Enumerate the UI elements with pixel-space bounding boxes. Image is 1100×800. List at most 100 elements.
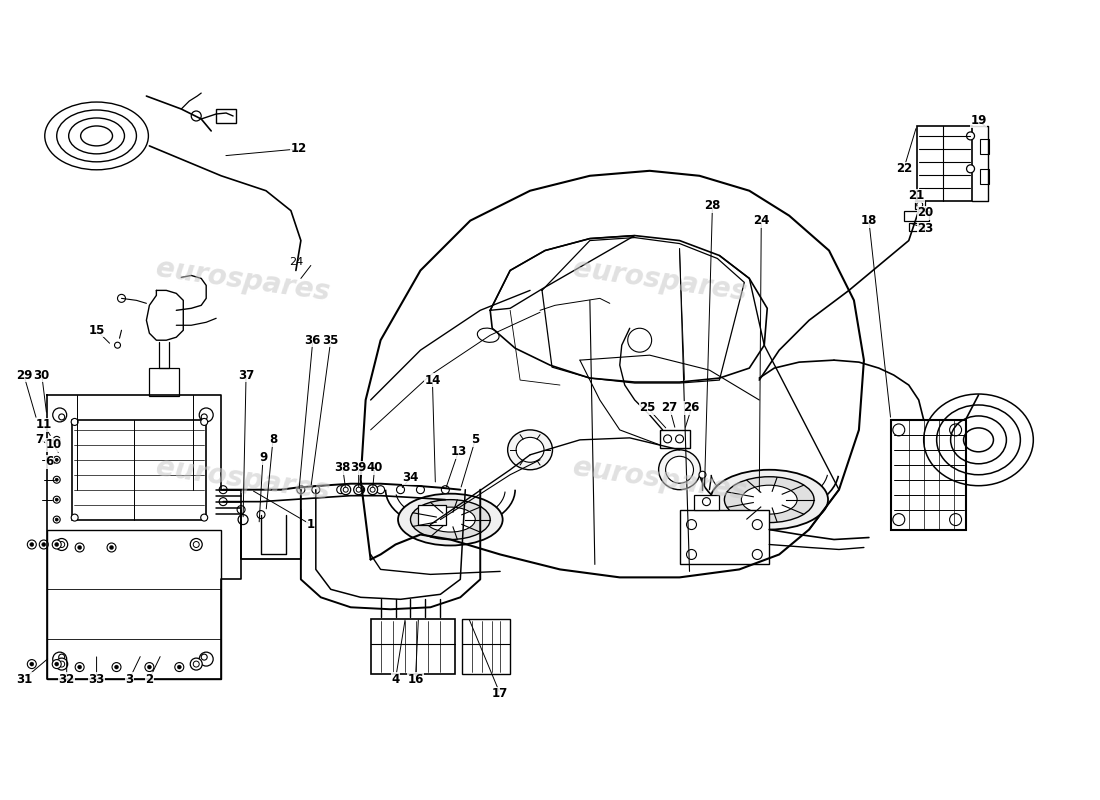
Circle shape — [356, 486, 364, 494]
Circle shape — [916, 202, 923, 208]
Bar — [904, 210, 928, 221]
Bar — [150, 368, 179, 396]
Circle shape — [356, 487, 361, 492]
Circle shape — [396, 486, 405, 494]
Circle shape — [53, 476, 60, 483]
Text: 24: 24 — [754, 214, 770, 227]
Circle shape — [367, 485, 377, 494]
Circle shape — [177, 665, 182, 669]
Circle shape — [55, 458, 58, 462]
Circle shape — [967, 165, 975, 173]
Circle shape — [78, 546, 81, 550]
Circle shape — [58, 661, 65, 667]
Circle shape — [257, 510, 265, 518]
Circle shape — [311, 486, 320, 494]
Text: 17: 17 — [492, 687, 508, 701]
Circle shape — [675, 435, 683, 443]
Text: 25: 25 — [639, 402, 656, 414]
Text: 16: 16 — [407, 673, 424, 686]
Text: eurospares: eurospares — [571, 254, 748, 306]
Bar — [909, 222, 924, 230]
Text: 36: 36 — [305, 334, 321, 346]
Ellipse shape — [516, 438, 544, 462]
Text: 14: 14 — [425, 374, 441, 386]
Ellipse shape — [477, 328, 499, 342]
Bar — [680, 510, 769, 565]
Ellipse shape — [659, 450, 701, 490]
Circle shape — [190, 538, 202, 550]
Text: 15: 15 — [88, 324, 104, 337]
Circle shape — [417, 486, 425, 494]
Text: 22: 22 — [895, 162, 912, 175]
Circle shape — [337, 486, 344, 494]
Circle shape — [58, 414, 65, 420]
Bar — [660, 430, 690, 448]
Circle shape — [200, 418, 208, 426]
Text: 20: 20 — [917, 206, 934, 219]
Text: 35: 35 — [322, 334, 339, 346]
Circle shape — [53, 516, 60, 523]
Circle shape — [354, 485, 364, 494]
Circle shape — [686, 550, 696, 559]
Circle shape — [72, 514, 78, 521]
Bar — [979, 139, 990, 154]
Ellipse shape — [741, 486, 798, 514]
Circle shape — [55, 478, 58, 482]
Text: eurospares: eurospares — [154, 254, 332, 306]
Text: 24: 24 — [289, 258, 302, 267]
Text: 32: 32 — [58, 673, 75, 686]
Circle shape — [112, 662, 121, 671]
Circle shape — [219, 498, 227, 506]
Circle shape — [199, 408, 213, 422]
Circle shape — [53, 436, 60, 443]
Circle shape — [201, 414, 207, 420]
Circle shape — [53, 456, 60, 463]
Circle shape — [28, 659, 36, 669]
Circle shape — [107, 543, 116, 552]
Text: 5: 5 — [471, 434, 480, 446]
Circle shape — [58, 542, 65, 547]
Circle shape — [55, 542, 58, 546]
Circle shape — [52, 540, 62, 549]
Circle shape — [752, 550, 762, 559]
Circle shape — [56, 538, 68, 550]
Text: 2: 2 — [145, 673, 154, 686]
Ellipse shape — [426, 507, 475, 532]
Text: 19: 19 — [970, 114, 987, 127]
Circle shape — [628, 328, 651, 352]
Circle shape — [297, 486, 305, 494]
Circle shape — [72, 418, 78, 426]
Circle shape — [703, 498, 711, 506]
Text: 37: 37 — [238, 369, 254, 382]
Bar — [72, 420, 206, 519]
Circle shape — [75, 543, 84, 552]
Circle shape — [201, 654, 207, 660]
Text: 33: 33 — [88, 673, 104, 686]
Circle shape — [53, 408, 67, 422]
Circle shape — [55, 518, 58, 521]
Circle shape — [75, 662, 84, 671]
Circle shape — [53, 496, 60, 503]
Text: eurospares: eurospares — [571, 454, 748, 506]
Text: 30: 30 — [34, 369, 50, 382]
Bar — [418, 505, 447, 525]
Text: 34: 34 — [403, 471, 419, 484]
Circle shape — [30, 662, 34, 666]
Text: 8: 8 — [268, 434, 277, 446]
Text: 27: 27 — [661, 402, 678, 414]
Circle shape — [118, 294, 125, 302]
Circle shape — [78, 665, 81, 669]
Text: 38: 38 — [334, 462, 351, 474]
Circle shape — [114, 342, 121, 348]
Circle shape — [53, 652, 67, 666]
Ellipse shape — [507, 430, 552, 470]
Circle shape — [110, 546, 113, 550]
Circle shape — [238, 514, 249, 525]
Circle shape — [55, 662, 58, 666]
Text: 31: 31 — [15, 673, 32, 686]
Bar — [916, 126, 971, 201]
Circle shape — [55, 438, 58, 442]
Text: 10: 10 — [45, 438, 62, 451]
Circle shape — [58, 654, 65, 660]
Circle shape — [55, 498, 58, 501]
